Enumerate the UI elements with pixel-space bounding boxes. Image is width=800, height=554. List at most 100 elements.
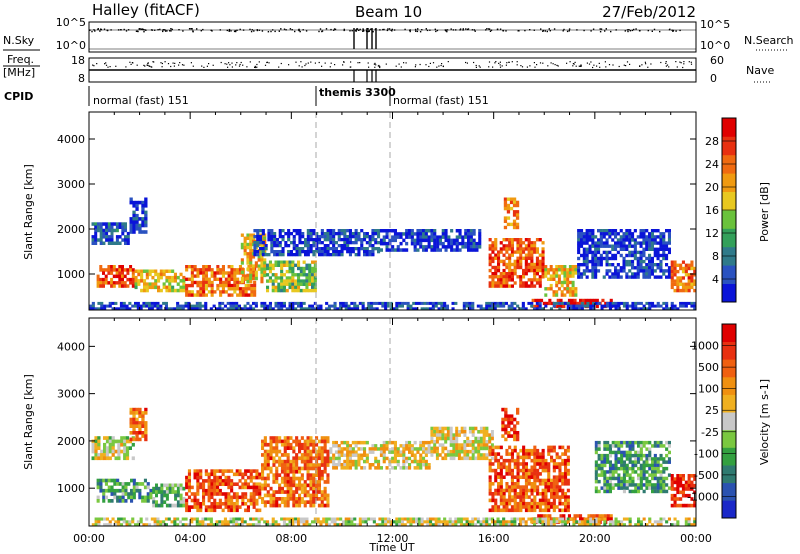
heatmap-cell	[363, 453, 367, 457]
heatmap-cell	[144, 431, 148, 435]
heatmap-cell	[326, 500, 330, 504]
heatmap-cell	[182, 500, 186, 504]
heatmap-cell	[533, 250, 537, 254]
heatmap-cell	[207, 482, 211, 486]
heatmap-cell	[343, 440, 347, 445]
heatmap-cell	[670, 266, 674, 271]
heatmap-cell	[99, 284, 103, 288]
heatmap-cell	[374, 459, 378, 464]
heatmap-cell	[105, 436, 110, 440]
heatmap-cell	[494, 455, 498, 460]
heatmap-cell	[482, 456, 486, 461]
heatmap-cell	[479, 436, 483, 441]
heatmap-cell	[210, 293, 214, 297]
heatmap-cell	[577, 269, 581, 273]
heatmap-cell	[292, 244, 296, 248]
nsky-point	[151, 29, 154, 31]
nave-point	[170, 65, 172, 68]
heatmap-cell	[676, 307, 680, 311]
heatmap-cell	[544, 482, 548, 486]
heatmap-cell	[588, 229, 592, 233]
heatmap-cell	[424, 238, 428, 243]
heatmap-cell	[155, 486, 158, 491]
heatmap-cell	[617, 483, 621, 487]
heatmap-cell	[524, 455, 528, 460]
heatmap-cell	[541, 241, 545, 245]
heatmap-cell	[280, 490, 284, 494]
heatmap-cell	[673, 263, 677, 267]
heatmap-cell	[494, 472, 498, 476]
heatmap-cell	[510, 417, 514, 422]
heatmap-cell	[591, 269, 595, 273]
heatmap-cell	[246, 245, 250, 250]
heatmap-cell	[309, 486, 313, 491]
heatmap-cell	[295, 463, 299, 467]
heatmap-cell	[628, 476, 632, 481]
heatmap-cell	[227, 283, 231, 288]
heatmap-cell	[679, 304, 683, 308]
heatmap-cell	[337, 447, 341, 451]
heatmap-cell	[224, 277, 228, 281]
heatmap-cell	[138, 482, 142, 486]
heatmap-cell	[530, 256, 534, 260]
nsky-point	[164, 29, 166, 31]
heatmap-cell	[433, 241, 437, 246]
heatmap-cell	[648, 269, 652, 273]
heatmap-cell	[326, 459, 330, 464]
heatmap-cell	[230, 287, 234, 291]
heatmap-cell	[491, 275, 495, 279]
heatmap-cell	[536, 458, 540, 463]
heatmap-cell	[631, 244, 635, 248]
heatmap-cell	[269, 503, 273, 508]
heatmap-cell	[91, 307, 95, 311]
heatmap-cell	[656, 235, 660, 239]
heatmap-cell	[625, 457, 629, 461]
heatmap-cell	[555, 274, 559, 278]
heatmap-cell	[542, 514, 546, 518]
heatmap-cell	[538, 284, 542, 288]
heatmap-cell	[323, 439, 327, 444]
heatmap-cell	[519, 498, 523, 503]
heatmap-cell	[502, 495, 506, 499]
heatmap-cell	[580, 275, 584, 279]
heatmap-cell	[544, 465, 548, 470]
heatmap-cell	[91, 222, 95, 226]
heatmap-cell	[519, 253, 523, 257]
heatmap-cell	[320, 493, 324, 498]
heatmap-cell	[653, 241, 657, 245]
heatmap-cell	[281, 229, 285, 233]
heatmap-cell	[589, 307, 593, 311]
nsky-point	[330, 28, 332, 31]
heatmap-cell	[278, 436, 282, 440]
heatmap-cell	[295, 253, 299, 257]
heatmap-cell	[145, 282, 149, 286]
heatmap-cell	[384, 307, 388, 311]
heatmap-cell	[510, 427, 514, 432]
heatmap-cell	[592, 307, 596, 311]
heatmap-cell	[283, 446, 287, 450]
heatmap-cell	[505, 485, 509, 489]
heatmap-cell	[306, 473, 310, 477]
heatmap-cell	[408, 456, 412, 461]
heatmap-cell	[634, 486, 638, 490]
heatmap-cell	[628, 304, 632, 308]
heatmap-cell	[213, 472, 217, 477]
heatmap-cell	[497, 281, 501, 285]
heatmap-cell	[116, 482, 120, 486]
heatmap-cell	[363, 447, 367, 451]
heatmap-cell	[312, 250, 316, 254]
heatmap-cell	[382, 444, 386, 448]
heatmap-cell	[639, 301, 643, 305]
heatmap-cell	[505, 265, 509, 270]
heatmap-cell	[598, 514, 602, 518]
heatmap-cell	[516, 262, 520, 267]
heatmap-cell	[667, 269, 671, 273]
heatmap-cell	[344, 301, 348, 305]
heatmap-cell	[107, 228, 111, 233]
heatmap-cell	[620, 301, 624, 305]
nave-point	[206, 65, 208, 67]
heatmap-cell	[393, 440, 397, 445]
heatmap-cell	[280, 266, 284, 271]
heatmap-cell	[244, 277, 248, 281]
